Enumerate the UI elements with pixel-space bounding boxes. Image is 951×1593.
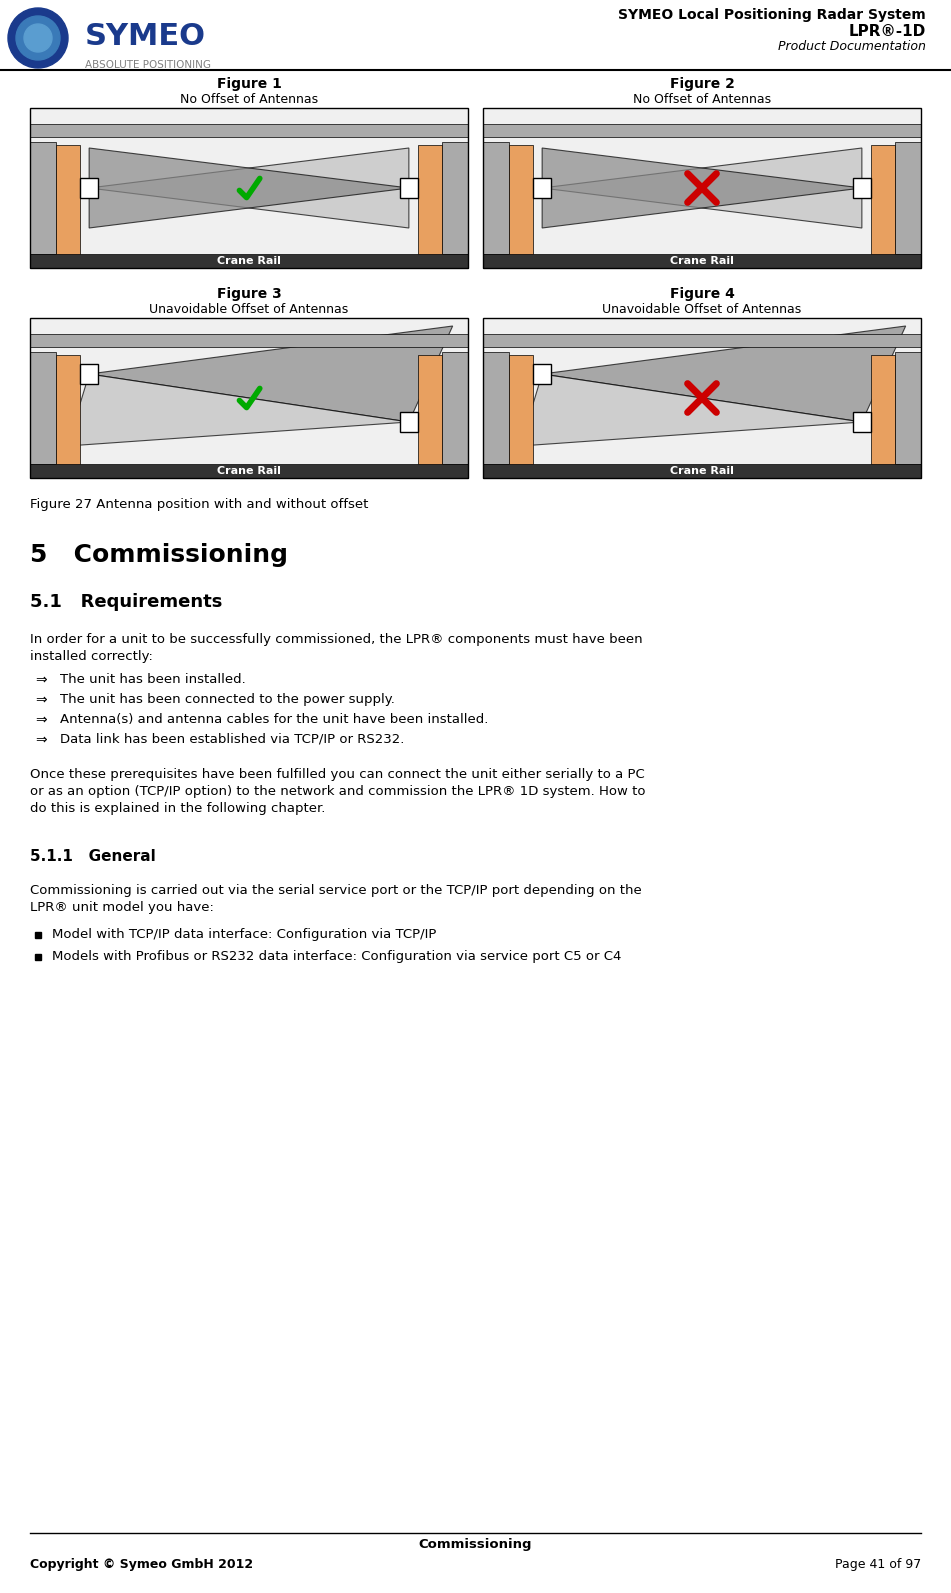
Polygon shape: [89, 148, 409, 228]
Bar: [56, 145, 81, 253]
Text: do this is explained in the following chapter.: do this is explained in the following ch…: [30, 801, 325, 816]
Bar: [510, 145, 534, 253]
Text: installed correctly:: installed correctly:: [30, 650, 153, 663]
Text: 5.1   Requirements: 5.1 Requirements: [30, 593, 223, 612]
Text: Models with Profibus or RS232 data interface: Configuration via service port C5 : Models with Profibus or RS232 data inter…: [52, 949, 621, 964]
Text: Figure 4: Figure 4: [670, 287, 734, 301]
Text: 5   Commissioning: 5 Commissioning: [30, 543, 288, 567]
Bar: [30, 253, 468, 268]
Bar: [853, 413, 870, 432]
Text: LPR® unit model you have:: LPR® unit model you have:: [30, 902, 214, 914]
Bar: [483, 319, 921, 478]
Bar: [895, 352, 921, 464]
Text: Crane Rail: Crane Rail: [670, 256, 734, 266]
Bar: [30, 319, 468, 478]
Text: or as an option (TCP/IP option) to the network and commission the LPR® 1D system: or as an option (TCP/IP option) to the n…: [30, 785, 646, 798]
Text: Model with TCP/IP data interface: Configuration via TCP/IP: Model with TCP/IP data interface: Config…: [52, 929, 437, 941]
Text: Data link has been established via TCP/IP or RS232.: Data link has been established via TCP/I…: [60, 733, 404, 746]
Text: 5.1.1   General: 5.1.1 General: [30, 849, 156, 863]
Text: No Offset of Antennas: No Offset of Antennas: [633, 92, 771, 107]
Text: Figure 27 Antenna position with and without offset: Figure 27 Antenna position with and with…: [30, 499, 368, 511]
Bar: [483, 335, 921, 347]
Bar: [483, 124, 921, 137]
Text: Commissioning is carried out via the serial service port or the TCP/IP port depe: Commissioning is carried out via the ser…: [30, 884, 642, 897]
Bar: [400, 413, 417, 432]
Text: No Offset of Antennas: No Offset of Antennas: [180, 92, 318, 107]
Text: SYMEO Local Positioning Radar System: SYMEO Local Positioning Radar System: [618, 8, 926, 22]
Bar: [483, 108, 921, 268]
Text: Figure 2: Figure 2: [670, 76, 734, 91]
Text: Product Documentation: Product Documentation: [778, 40, 926, 53]
Bar: [483, 108, 921, 268]
Text: Crane Rail: Crane Rail: [217, 465, 281, 476]
Circle shape: [8, 8, 68, 68]
Bar: [895, 142, 921, 253]
Text: ABSOLUTE POSITIONING: ABSOLUTE POSITIONING: [85, 61, 211, 70]
Bar: [417, 145, 441, 253]
Text: Page 41 of 97: Page 41 of 97: [835, 1558, 921, 1571]
Bar: [30, 108, 468, 268]
Text: Crane Rail: Crane Rail: [217, 256, 281, 266]
Text: Crane Rail: Crane Rail: [670, 465, 734, 476]
Text: ⇒: ⇒: [35, 714, 47, 726]
Bar: [870, 145, 895, 253]
Bar: [30, 335, 468, 347]
Polygon shape: [89, 148, 409, 228]
Bar: [400, 178, 417, 198]
Text: ⇒: ⇒: [35, 693, 47, 707]
Circle shape: [16, 16, 60, 61]
Bar: [870, 355, 895, 464]
Polygon shape: [89, 327, 453, 422]
Bar: [30, 124, 468, 137]
Text: Once these prerequisites have been fulfilled you can connect the unit either ser: Once these prerequisites have been fulfi…: [30, 768, 645, 781]
Bar: [30, 319, 468, 478]
Polygon shape: [520, 374, 862, 446]
Bar: [510, 355, 534, 464]
Polygon shape: [542, 148, 862, 228]
Text: Commissioning: Commissioning: [418, 1537, 533, 1552]
Text: ⇒: ⇒: [35, 733, 47, 747]
Bar: [853, 178, 870, 198]
Bar: [483, 352, 510, 464]
Text: Figure 1: Figure 1: [217, 76, 281, 91]
Text: Figure 3: Figure 3: [217, 287, 281, 301]
Bar: [30, 464, 468, 478]
Bar: [483, 142, 510, 253]
Bar: [417, 355, 441, 464]
Bar: [483, 319, 921, 478]
Bar: [441, 142, 468, 253]
Bar: [56, 355, 81, 464]
Circle shape: [24, 24, 52, 53]
Text: The unit has been connected to the power supply.: The unit has been connected to the power…: [60, 693, 395, 706]
Bar: [441, 352, 468, 464]
Text: Unavoidable Offset of Antennas: Unavoidable Offset of Antennas: [602, 303, 802, 315]
Text: Unavoidable Offset of Antennas: Unavoidable Offset of Antennas: [149, 303, 349, 315]
Bar: [30, 142, 56, 253]
Bar: [30, 352, 56, 464]
Bar: [534, 365, 551, 384]
Polygon shape: [542, 327, 905, 422]
Text: The unit has been installed.: The unit has been installed.: [60, 672, 245, 687]
Bar: [81, 365, 98, 384]
Text: LPR®-1D: LPR®-1D: [848, 24, 926, 38]
Text: ⇒: ⇒: [35, 672, 47, 687]
Bar: [483, 253, 921, 268]
Text: SYMEO: SYMEO: [85, 22, 206, 51]
Text: In order for a unit to be successfully commissioned, the LPR® components must ha: In order for a unit to be successfully c…: [30, 632, 643, 647]
Bar: [81, 178, 98, 198]
Bar: [483, 464, 921, 478]
Text: Copyright © Symeo GmbH 2012: Copyright © Symeo GmbH 2012: [30, 1558, 253, 1571]
Polygon shape: [542, 148, 862, 228]
Bar: [534, 178, 551, 198]
Text: Antenna(s) and antenna cables for the unit have been installed.: Antenna(s) and antenna cables for the un…: [60, 714, 489, 726]
Polygon shape: [68, 374, 409, 446]
Bar: [30, 108, 468, 268]
